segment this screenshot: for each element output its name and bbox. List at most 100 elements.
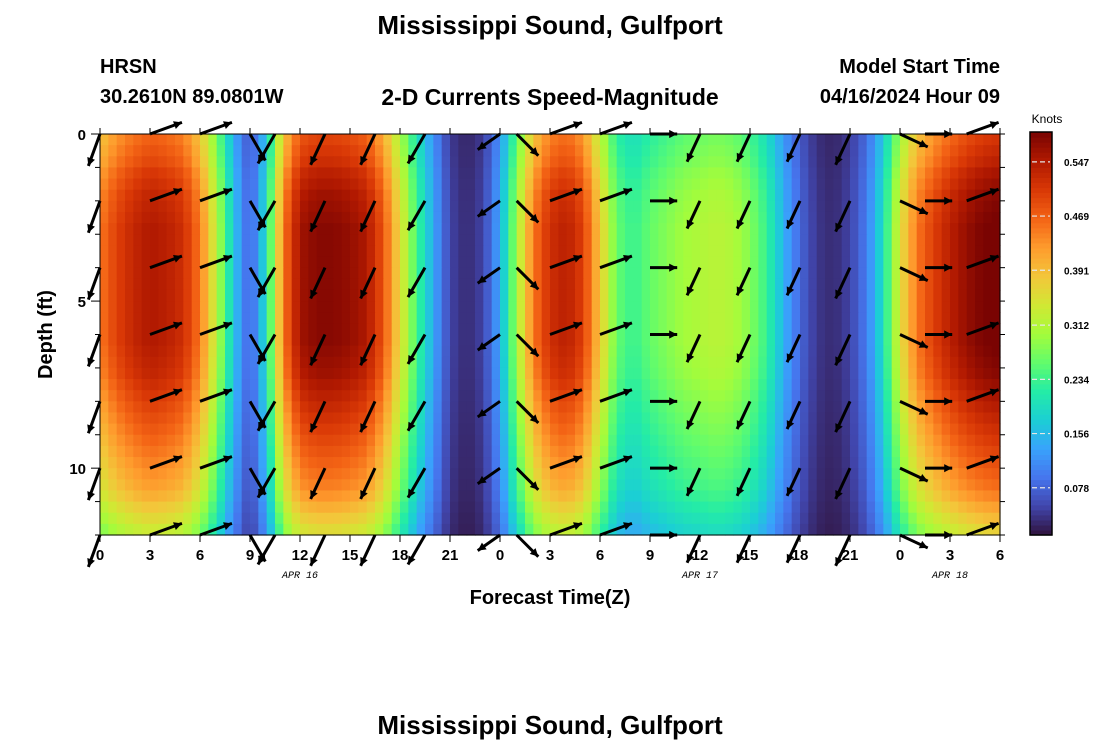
heatmap-cell	[950, 134, 959, 146]
current-vector	[599, 455, 633, 470]
heatmap-cell	[575, 134, 584, 146]
heatmap-cell	[158, 200, 168, 213]
colorbar-segment	[1030, 358, 1052, 365]
heatmap-cell	[341, 390, 351, 402]
heatmap-cell	[841, 145, 851, 157]
heatmap-cell	[550, 256, 559, 269]
heatmap-cell	[616, 479, 626, 492]
heatmap-cell	[266, 390, 276, 402]
heatmap-cell	[991, 211, 1001, 224]
heatmap-cell	[483, 200, 493, 213]
heatmap-cell	[975, 512, 984, 525]
heatmap-cell	[716, 200, 726, 213]
heatmap-cell	[358, 278, 368, 291]
heatmap-cell	[991, 167, 1001, 180]
heatmap-cell	[633, 312, 643, 324]
heatmap-cell	[975, 178, 984, 191]
current-vector	[685, 400, 702, 430]
heatmap-cell	[250, 345, 259, 358]
heatmap-cell	[383, 156, 393, 169]
heatmap-cell	[716, 323, 726, 336]
heatmap-cell	[850, 490, 859, 503]
colorbar-segment	[1030, 313, 1052, 319]
heatmap-cell	[516, 211, 526, 224]
heatmap-cell	[275, 234, 284, 246]
heatmap-cell	[800, 223, 809, 235]
heatmap-cell	[783, 445, 793, 458]
heatmap-cell	[491, 412, 501, 425]
heatmap-cell	[258, 412, 268, 425]
heatmap-cell	[816, 334, 826, 347]
heatmap-cell	[483, 379, 493, 391]
heatmap-cell	[425, 523, 434, 536]
heatmap-cell	[500, 523, 509, 536]
heatmap-cell	[616, 223, 626, 235]
heatmap-cell	[816, 256, 826, 269]
heatmap-cell	[591, 278, 601, 291]
heatmap-cell	[116, 267, 126, 280]
heatmap-cell	[441, 401, 451, 414]
heatmap-cell	[583, 256, 593, 269]
heatmap-cell	[300, 200, 309, 213]
heatmap-cell	[241, 423, 251, 436]
heatmap-cell	[641, 145, 651, 157]
heatmap-cell	[208, 167, 218, 180]
heatmap-cell	[558, 356, 568, 369]
heatmap-cell	[300, 345, 309, 358]
heatmap-cell	[241, 267, 251, 280]
heatmap-cell	[250, 223, 259, 235]
heatmap-cell	[883, 256, 893, 269]
heatmap-cell	[266, 167, 276, 180]
heatmap-cell	[966, 468, 976, 480]
heatmap-cell	[983, 223, 993, 235]
heatmap-cell	[891, 200, 901, 213]
heatmap-cell	[891, 401, 901, 414]
heatmap-cell	[508, 412, 518, 425]
heatmap-cell	[208, 278, 218, 291]
heatmap-cell	[400, 512, 409, 525]
heatmap-cell	[808, 490, 818, 503]
heatmap-cell	[833, 145, 843, 157]
heatmap-cell	[300, 145, 309, 157]
heatmap-cell	[266, 356, 276, 369]
current-vector	[650, 196, 678, 205]
heatmap-cell	[775, 167, 784, 180]
current-vector	[735, 333, 752, 363]
heatmap-cell	[850, 267, 859, 280]
heatmap-cell	[316, 423, 326, 436]
heatmap-cell	[316, 457, 326, 469]
heatmap-cell	[100, 289, 109, 302]
heatmap-cell	[725, 223, 734, 235]
heatmap-cell	[591, 145, 601, 157]
heatmap-cell	[608, 512, 618, 525]
heatmap-cell	[233, 145, 243, 157]
colorbar-segment	[1030, 192, 1052, 199]
heatmap-cell	[208, 479, 218, 492]
heatmap-cell	[916, 445, 926, 458]
heatmap-cell	[291, 167, 301, 180]
heatmap-cell	[975, 278, 984, 291]
heatmap-cell	[675, 445, 684, 458]
heatmap-cell	[116, 200, 126, 213]
heatmap-cell	[475, 178, 484, 191]
heatmap-cell	[875, 479, 884, 492]
heatmap-cell	[641, 245, 651, 258]
heatmap-cell	[291, 401, 301, 414]
heatmap-cell	[850, 134, 859, 146]
heatmap-cell	[658, 289, 668, 302]
heatmap-cell	[308, 445, 318, 458]
current-vector	[735, 400, 752, 430]
heatmap-cell	[800, 412, 809, 425]
heatmap-cell	[950, 145, 959, 157]
heatmap-cell	[550, 468, 559, 480]
heatmap-cell	[250, 245, 259, 258]
heatmap-cell	[466, 289, 476, 302]
heatmap-cell	[425, 134, 434, 146]
current-vector	[899, 132, 929, 149]
heatmap-cell	[766, 401, 776, 414]
heatmap-cell	[141, 312, 151, 324]
heatmap-cell	[133, 312, 143, 324]
heatmap-cell	[600, 256, 609, 269]
heatmap-cell	[183, 512, 193, 525]
heatmap-cell	[575, 457, 584, 469]
